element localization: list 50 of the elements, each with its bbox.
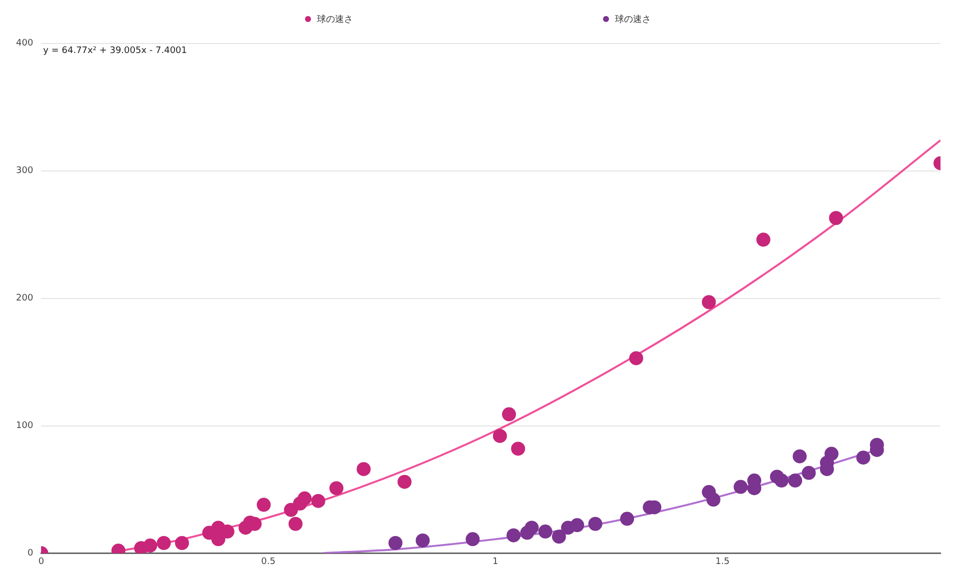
point	[552, 530, 566, 544]
y-tick-label: 400	[16, 38, 34, 49]
point	[856, 450, 870, 465]
point	[524, 520, 539, 535]
point	[502, 407, 516, 422]
x-tick-label: 0.5	[261, 556, 276, 567]
point	[492, 428, 507, 443]
point	[802, 466, 816, 480]
point	[143, 538, 158, 553]
point	[311, 494, 326, 508]
y-tick-label: 100	[16, 421, 34, 432]
point	[329, 481, 344, 496]
point	[506, 528, 521, 542]
point	[829, 211, 844, 226]
point	[298, 491, 312, 506]
point	[706, 492, 720, 507]
point	[756, 232, 770, 247]
x-tick-label: 1	[492, 556, 498, 567]
y-tick-label: 200	[16, 294, 34, 304]
point	[792, 449, 807, 464]
annotation: y = 64.77x² + 39.005x - 7.4001	[43, 46, 188, 56]
y-tick-label: 300	[16, 166, 34, 176]
point	[570, 518, 584, 532]
point	[256, 498, 271, 512]
legend-label: 球の速さ	[317, 14, 353, 26]
point	[220, 524, 234, 539]
point	[356, 462, 371, 476]
point	[174, 536, 189, 550]
point	[788, 474, 802, 488]
point	[538, 524, 552, 539]
point	[388, 536, 402, 550]
point	[466, 532, 480, 546]
point	[211, 532, 226, 546]
point	[620, 512, 634, 526]
point	[416, 533, 430, 548]
point	[398, 474, 412, 489]
y-tick-label: 0	[27, 548, 34, 559]
x-tick-label: 0	[38, 556, 44, 567]
point	[629, 351, 644, 366]
point	[288, 516, 303, 531]
point	[774, 474, 789, 488]
legend-label: 球の速さ	[615, 14, 651, 26]
point	[702, 295, 716, 310]
point	[588, 516, 602, 531]
point	[734, 480, 748, 494]
point	[824, 446, 838, 461]
point	[511, 442, 526, 456]
x-tick-label: 1.5	[715, 556, 730, 567]
point	[156, 536, 171, 550]
point	[284, 502, 298, 517]
